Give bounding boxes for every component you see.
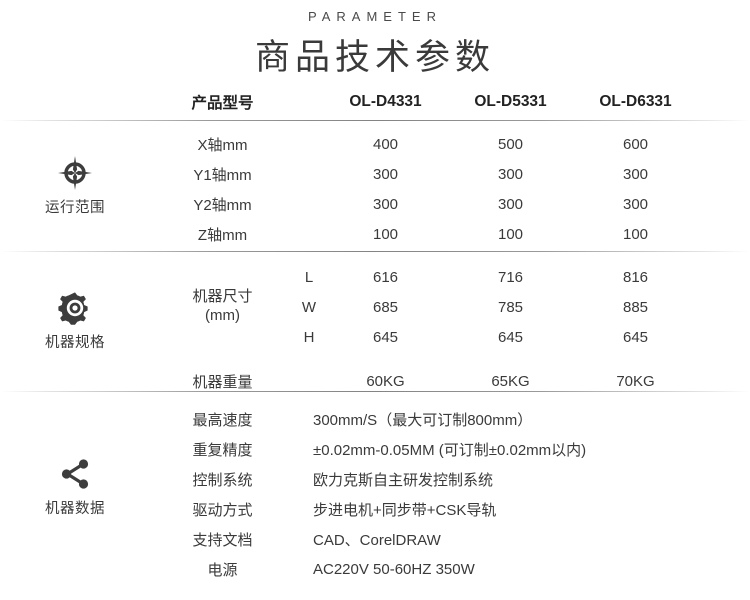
table-row: 重复精度 ±0.02mm-0.05MM (可订制±0.02mm以内) xyxy=(0,434,750,464)
divider-top xyxy=(0,120,750,121)
row-label: Z轴mm xyxy=(197,226,248,244)
header-label-product-model: 产品型号 xyxy=(191,95,254,112)
row-value-3: 645 xyxy=(622,328,649,346)
table-row: 驱动方式 步进电机+同步带+CSK导轨 xyxy=(0,494,750,524)
row-value-1: 100 xyxy=(372,225,399,243)
header-model-2: OL-D5331 xyxy=(474,93,547,110)
row-label: 控制系统 xyxy=(192,471,253,489)
table-row: 控制系统 欧力克斯自主研发控制系统 xyxy=(0,464,750,494)
table-row: W 685 785 885 xyxy=(0,292,750,322)
row-value-3: 300 xyxy=(622,165,649,183)
section-caption-machine-data: 机器数据 xyxy=(45,500,105,517)
table-row: Y1轴mm 300 300 300 xyxy=(0,159,750,189)
table-row: X轴mm 400 500 600 xyxy=(0,129,750,159)
row-value: 欧力克斯自主研发控制系统 xyxy=(313,471,494,489)
row-value-1: 645 xyxy=(372,328,399,346)
row-value-2: 645 xyxy=(497,328,524,346)
row-value-3: 70KG xyxy=(616,372,655,390)
table-header-row: 产品型号 OL-D4331 OL-D5331 OL-D6331 xyxy=(0,88,750,116)
share-icon xyxy=(58,457,92,491)
divider-middle-2 xyxy=(0,391,750,392)
dimension-label-line2: (mm) xyxy=(205,307,240,324)
row-value: CAD、CorelDRAW xyxy=(313,531,441,549)
section-operating-range: 运行范围 X轴mm 400 500 600 Y1轴mm 300 300 300 … xyxy=(0,121,750,251)
row-value-1: 60KG xyxy=(366,372,405,390)
row-value: 300mm/S（最大可订制800mm） xyxy=(313,411,533,429)
row-label: 机器重量 xyxy=(192,373,253,391)
row-value-1: 685 xyxy=(372,298,399,316)
row-label: 重复精度 xyxy=(192,441,253,459)
row-label: 支持文档 xyxy=(192,531,253,549)
row-value-3: 816 xyxy=(622,268,649,286)
section-machine-spec: 机器规格 机器尺寸 (mm) L 616 716 816 xyxy=(0,252,750,391)
crosshair-target-icon xyxy=(58,155,92,190)
page-title: 商品技术参数 xyxy=(254,38,495,77)
row-value-2: 65KG xyxy=(491,372,530,390)
row-value-2: 100 xyxy=(497,225,524,243)
row-label: 最高速度 xyxy=(192,411,253,429)
row-sub-h: H xyxy=(303,328,315,346)
row-value-3: 100 xyxy=(622,225,649,243)
section-icon-block-operating-range: 运行范围 xyxy=(0,121,150,251)
row-value-2: 785 xyxy=(497,298,524,316)
divider-middle-1 xyxy=(0,251,750,252)
row-value-1: 300 xyxy=(372,195,399,213)
table-row: 最高速度 300mm/S（最大可订制800mm） xyxy=(0,404,750,434)
row-value: AC220V 50-60HZ 350W xyxy=(313,560,475,578)
row-label: 驱动方式 xyxy=(192,501,253,519)
row-value-1: 300 xyxy=(372,165,399,183)
row-value-1: 400 xyxy=(372,135,399,153)
eyebrow-label: PARAMETER xyxy=(308,9,442,24)
row-value-1: 616 xyxy=(372,268,399,286)
table-row: L 616 716 816 xyxy=(0,262,750,292)
table-row: 机器重量 60KG 65KG 70KG xyxy=(0,366,750,396)
row-sub-l: L xyxy=(304,268,314,286)
section-caption-operating-range: 运行范围 xyxy=(45,199,105,216)
row-value-3: 885 xyxy=(622,298,649,316)
row-sub-w: W xyxy=(301,298,317,316)
row-value-2: 300 xyxy=(497,165,524,183)
row-value-3: 300 xyxy=(622,195,649,213)
section-icon-block-machine-spec: 机器规格 xyxy=(0,252,150,391)
row-label: 电源 xyxy=(207,561,238,579)
table-row: Z轴mm 100 100 100 xyxy=(0,219,750,249)
dimension-group-label: 机器尺寸 (mm) xyxy=(150,262,295,352)
row-value-2: 716 xyxy=(497,268,524,286)
row-label: Y1轴mm xyxy=(193,166,252,184)
gear-icon xyxy=(58,291,92,325)
dimension-label-line1: 机器尺寸 xyxy=(192,288,253,306)
row-value: 步进电机+同步带+CSK导轨 xyxy=(313,501,497,519)
section-icon-block-machine-data: 机器数据 xyxy=(0,392,150,582)
section-machine-data: 机器数据 最高速度 300mm/S（最大可订制800mm） 重复精度 ±0.02… xyxy=(0,392,750,582)
table-row: Y2轴mm 300 300 300 xyxy=(0,189,750,219)
table-row: 支持文档 CAD、CorelDRAW xyxy=(0,524,750,554)
row-value-2: 500 xyxy=(497,135,524,153)
row-value-2: 300 xyxy=(497,195,524,213)
dimension-group: 机器尺寸 (mm) L 616 716 816 W 685 xyxy=(0,262,750,352)
table-row: H 645 645 645 xyxy=(0,322,750,352)
row-label: X轴mm xyxy=(197,136,248,154)
row-value: ±0.02mm-0.05MM (可订制±0.02mm以内) xyxy=(313,441,587,459)
header-model-3: OL-D6331 xyxy=(599,93,672,110)
table-row: 电源 AC220V 50-60HZ 350W xyxy=(0,554,750,584)
header-model-1: OL-D4331 xyxy=(349,93,422,110)
row-label: Y2轴mm xyxy=(193,196,252,214)
section-caption-machine-spec: 机器规格 xyxy=(45,335,105,351)
row-value-3: 600 xyxy=(622,135,649,153)
